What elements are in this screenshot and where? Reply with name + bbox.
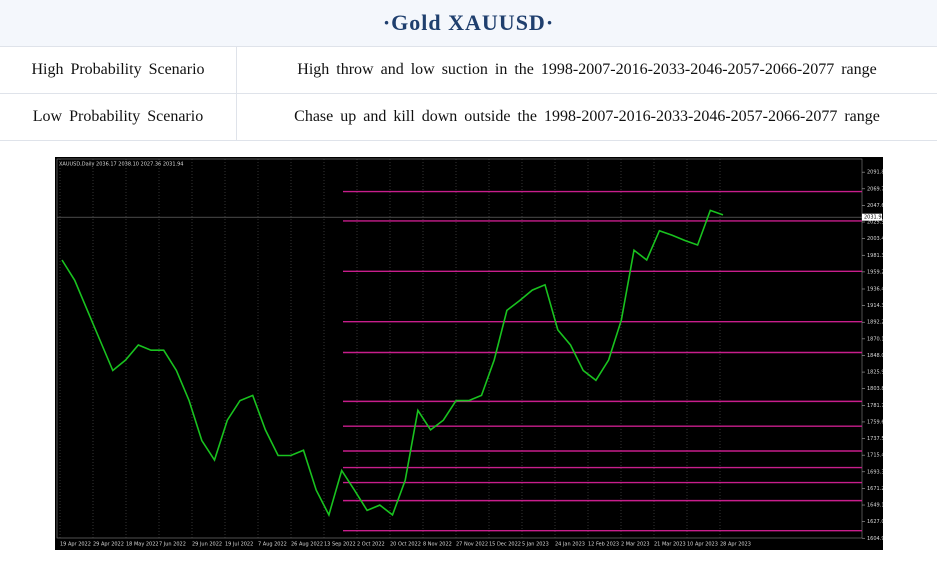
y-tick-label: 2091.80 [867, 170, 883, 176]
y-tick-label: 1737.55 [867, 436, 883, 442]
current-price-label: 2031.94 [864, 215, 883, 221]
current-price-box [862, 213, 882, 221]
x-tick-label: 7 Jun 2022 [159, 542, 186, 548]
x-tick-label: 20 Oct 2022 [390, 542, 421, 548]
y-tick-label: 1825.95 [867, 370, 883, 376]
x-tick-label: 19 Apr 2022 [60, 542, 91, 548]
x-tick-label: 18 May 2022 [126, 542, 159, 548]
x-tick-label: 7 Aug 2022 [258, 542, 287, 548]
y-tick-label: 1604.95 [867, 536, 883, 542]
x-tick-label: 2 Oct 2022 [357, 542, 385, 548]
chart-background [55, 157, 883, 550]
y-tick-label: 1914.35 [867, 303, 883, 309]
chart: XAUUSD,Daily 2036.17 2038.10 2027.36 203… [55, 157, 883, 550]
y-tick-label: 1848.05 [867, 353, 883, 359]
x-tick-label: 26 Aug 2022 [291, 542, 323, 548]
y-tick-label: 2069.70 [867, 186, 883, 192]
title: ·Gold XAUUSD· [0, 0, 937, 46]
x-tick-label: 21 Mar 2023 [654, 542, 686, 548]
x-tick-label: 15 Dec 2022 [489, 542, 521, 548]
y-tick-label: 1959.20 [867, 269, 883, 275]
scenario-table: High Probability Scenario High throw and… [0, 46, 937, 141]
y-tick-label: 1981.30 [867, 253, 883, 259]
price-line [61, 209, 724, 518]
y-tick-label: 2047.60 [867, 203, 883, 209]
table-cell: Low Probability Scenario [0, 93, 237, 141]
x-tick-label: 27 Nov 2022 [456, 542, 488, 548]
x-tick-label: 12 Feb 2023 [588, 542, 619, 548]
x-tick-label: 29 Apr 2022 [93, 542, 124, 548]
x-tick-label: 10 Apr 2023 [687, 542, 718, 548]
x-tick-label: 24 Jan 2023 [555, 542, 585, 548]
y-tick-label: 1627.05 [867, 519, 883, 525]
y-tick-label: 1693.35 [867, 469, 883, 475]
y-tick-label: 1715.45 [867, 453, 883, 459]
y-tick-label: 2025.50 [867, 220, 883, 226]
y-tick-label: 1649.15 [867, 503, 883, 509]
table-cell: High Probability Scenario [0, 46, 237, 94]
x-tick-label: 13 Sep 2022 [324, 542, 356, 548]
y-tick-label: 1671.25 [867, 486, 883, 492]
x-tick-label: 5 Jan 2023 [522, 542, 549, 548]
y-tick-label: 1870.15 [867, 336, 883, 342]
table-row: High Probability Scenario High throw and… [0, 46, 937, 94]
x-tick-label: 28 Apr 2023 [720, 542, 751, 548]
x-tick-label: 8 Nov 2022 [423, 542, 452, 548]
y-tick-label: 1892.25 [867, 320, 883, 326]
y-tick-label: 1781.75 [867, 403, 883, 409]
y-tick-label: 2003.40 [867, 236, 883, 242]
y-tick-label: 1936.45 [867, 286, 883, 292]
chart-title: XAUUSD,Daily 2036.17 2038.10 2027.36 203… [59, 162, 184, 168]
table-row: Low Probability Scenario Chase up and ki… [0, 93, 937, 141]
x-tick-label: 2 Mar 2023 [621, 542, 650, 548]
x-tick-label: 29 Jun 2022 [192, 542, 222, 548]
table-cell: Chase up and kill down outside the 1998-… [236, 93, 937, 141]
y-tick-label: 1759.65 [867, 419, 883, 425]
y-tick-label: 1803.85 [867, 386, 883, 392]
plot-frame [56, 158, 863, 539]
table-cell: High throw and low suction in the 1998-2… [236, 46, 937, 94]
x-tick-label: 19 Jul 2022 [225, 542, 253, 548]
